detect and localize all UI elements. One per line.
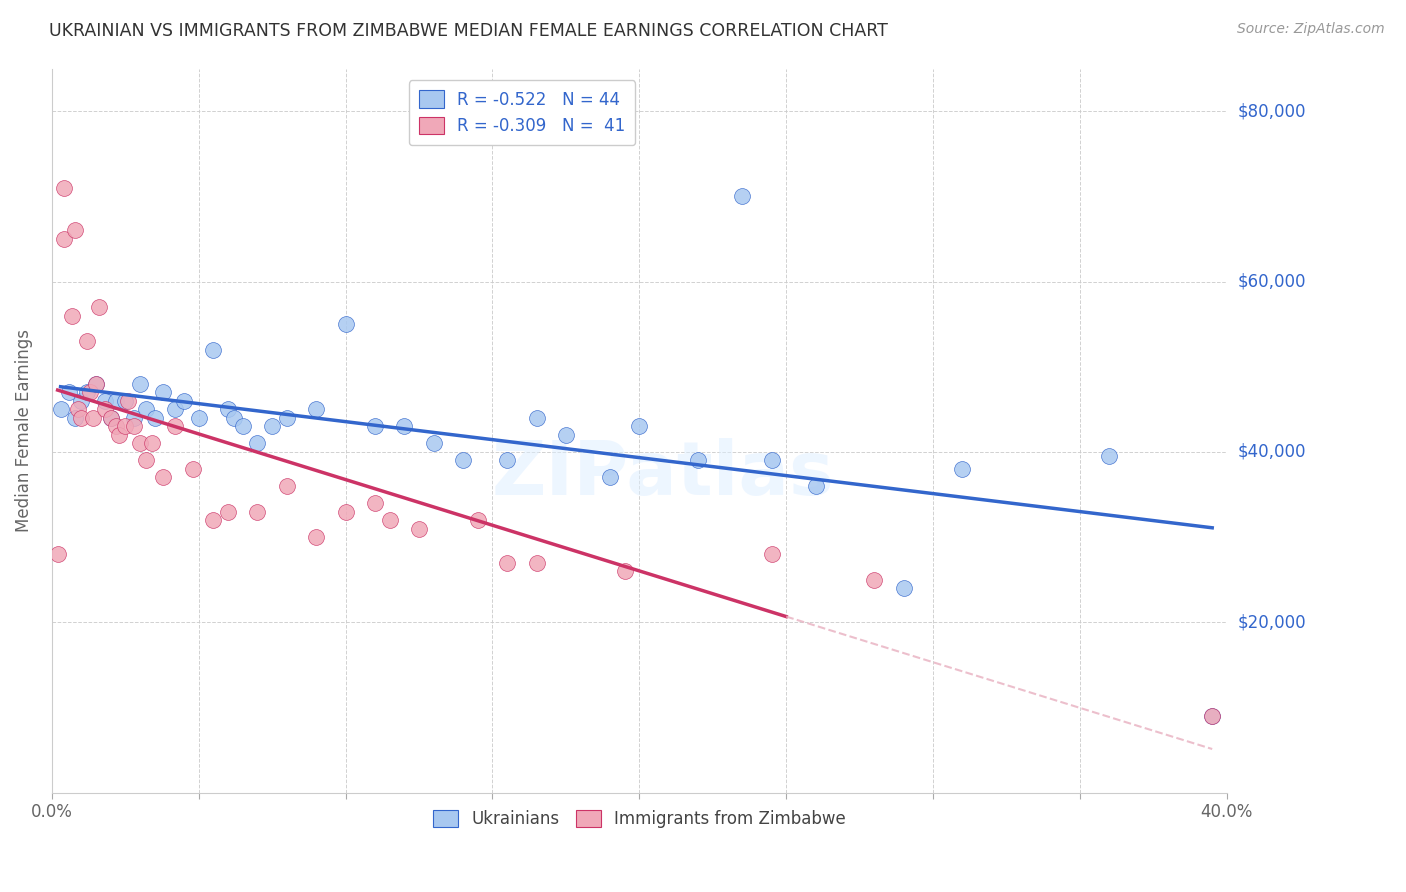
Point bbox=[65, 223, 87, 237]
Point bbox=[100, 410, 122, 425]
Point bbox=[1098, 449, 1121, 463]
Point bbox=[93, 402, 115, 417]
Text: $40,000: $40,000 bbox=[1239, 443, 1306, 461]
Point bbox=[688, 453, 710, 467]
Point bbox=[364, 496, 387, 510]
Point bbox=[84, 376, 107, 391]
Text: $20,000: $20,000 bbox=[1239, 614, 1306, 632]
Point bbox=[46, 547, 69, 561]
Point bbox=[262, 419, 284, 434]
Point bbox=[58, 385, 80, 400]
Point bbox=[305, 530, 328, 544]
Point bbox=[496, 556, 519, 570]
Point bbox=[952, 462, 974, 476]
Point bbox=[108, 427, 131, 442]
Point bbox=[232, 419, 254, 434]
Point bbox=[181, 462, 204, 476]
Text: ZIPatlas: ZIPatlas bbox=[492, 438, 834, 510]
Point bbox=[1201, 709, 1223, 723]
Point bbox=[173, 393, 195, 408]
Point bbox=[526, 410, 548, 425]
Point bbox=[70, 410, 93, 425]
Point bbox=[135, 402, 157, 417]
Point bbox=[52, 181, 75, 195]
Point bbox=[804, 479, 827, 493]
Point bbox=[128, 436, 150, 450]
Point bbox=[526, 556, 548, 570]
Point bbox=[451, 453, 474, 467]
Point bbox=[79, 385, 101, 400]
Point bbox=[93, 393, 115, 408]
Point bbox=[364, 419, 387, 434]
Point bbox=[335, 317, 357, 331]
Point bbox=[114, 393, 136, 408]
Point bbox=[731, 189, 754, 203]
Point bbox=[408, 522, 430, 536]
Point bbox=[394, 419, 416, 434]
Point bbox=[335, 504, 357, 518]
Point bbox=[100, 410, 122, 425]
Text: Source: ZipAtlas.com: Source: ZipAtlas.com bbox=[1237, 22, 1385, 37]
Point bbox=[67, 402, 90, 417]
Text: $60,000: $60,000 bbox=[1239, 272, 1306, 291]
Point bbox=[143, 410, 166, 425]
Point bbox=[613, 564, 636, 578]
Point bbox=[165, 419, 187, 434]
Point bbox=[496, 453, 519, 467]
Point bbox=[863, 573, 886, 587]
Point bbox=[761, 547, 783, 561]
Point bbox=[122, 419, 145, 434]
Point bbox=[1201, 709, 1223, 723]
Point bbox=[152, 470, 174, 484]
Point bbox=[70, 393, 93, 408]
Point bbox=[276, 410, 298, 425]
Legend: Ukrainians, Immigrants from Zimbabwe: Ukrainians, Immigrants from Zimbabwe bbox=[426, 804, 852, 835]
Text: UKRAINIAN VS IMMIGRANTS FROM ZIMBABWE MEDIAN FEMALE EARNINGS CORRELATION CHART: UKRAINIAN VS IMMIGRANTS FROM ZIMBABWE ME… bbox=[49, 22, 889, 40]
Point bbox=[141, 436, 163, 450]
Point bbox=[84, 376, 107, 391]
Point bbox=[305, 402, 328, 417]
Point bbox=[60, 309, 83, 323]
Point bbox=[202, 343, 225, 357]
Point bbox=[105, 419, 128, 434]
Point bbox=[65, 410, 87, 425]
Point bbox=[152, 385, 174, 400]
Point bbox=[87, 300, 110, 314]
Point bbox=[761, 453, 783, 467]
Point bbox=[76, 385, 98, 400]
Point bbox=[276, 479, 298, 493]
Point bbox=[378, 513, 401, 527]
Point bbox=[467, 513, 489, 527]
Point bbox=[105, 393, 128, 408]
Point bbox=[117, 393, 139, 408]
Point bbox=[49, 402, 72, 417]
Text: $80,000: $80,000 bbox=[1239, 102, 1306, 120]
Y-axis label: Median Female Earnings: Median Female Earnings bbox=[15, 329, 32, 533]
Point bbox=[114, 419, 136, 434]
Point bbox=[893, 581, 915, 595]
Point bbox=[628, 419, 651, 434]
Point bbox=[165, 402, 187, 417]
Point bbox=[217, 402, 239, 417]
Point bbox=[76, 334, 98, 348]
Point bbox=[135, 453, 157, 467]
Point bbox=[599, 470, 621, 484]
Point bbox=[554, 427, 576, 442]
Point bbox=[217, 504, 239, 518]
Point bbox=[52, 232, 75, 246]
Point bbox=[128, 376, 150, 391]
Point bbox=[202, 513, 225, 527]
Point bbox=[222, 410, 245, 425]
Point bbox=[422, 436, 444, 450]
Point bbox=[122, 410, 145, 425]
Point bbox=[187, 410, 209, 425]
Point bbox=[246, 504, 269, 518]
Point bbox=[82, 410, 104, 425]
Point bbox=[246, 436, 269, 450]
